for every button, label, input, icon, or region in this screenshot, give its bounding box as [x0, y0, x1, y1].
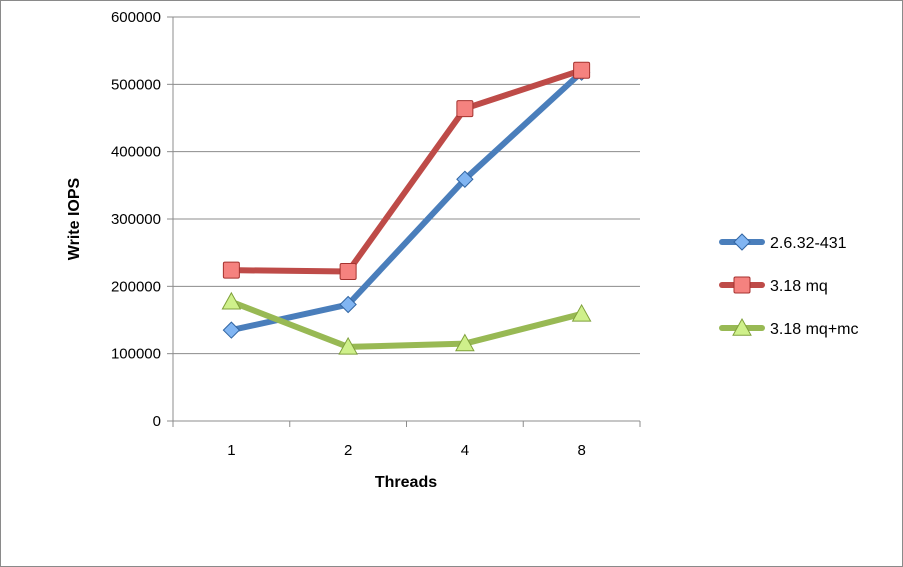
data-point [456, 170, 474, 188]
y-tick-label: 500000 [111, 76, 161, 93]
data-point [221, 291, 242, 310]
series-line [228, 69, 585, 334]
x-tick-label: 2 [344, 442, 352, 459]
y-tick-label: 100000 [111, 346, 161, 363]
legend-marker [733, 233, 751, 251]
x-tick-label: 4 [461, 442, 469, 459]
data-point [571, 303, 592, 322]
data-point [338, 336, 358, 355]
y-tick-label: 300000 [111, 211, 161, 228]
gridlines [167, 16, 640, 422]
x-tick-labels: 1 2 4 8 [227, 442, 586, 459]
series-0 [222, 63, 591, 339]
legend-label: 3.18 mq+mc [770, 321, 858, 338]
y-tick-label: 0 [153, 413, 161, 430]
series-2 [221, 291, 592, 355]
legend-marker [732, 317, 752, 336]
data-point [456, 100, 474, 118]
data-point [455, 333, 475, 352]
y-tick-label: 600000 [111, 9, 161, 26]
legend-label: 2.6.32-431 [770, 235, 847, 252]
series-line [228, 298, 585, 350]
y-tick-labels: 0 100000 200000 300000 400000 500000 600000 [111, 9, 161, 430]
legend-label: 3.18 mq [770, 278, 828, 295]
legend: 2.6.32-431 3.18 mq 3.18 mq+mc [719, 233, 858, 338]
x-tick-label: 1 [227, 442, 235, 459]
y-tick-label: 400000 [111, 144, 161, 161]
data-point [222, 321, 241, 339]
data-point [339, 263, 357, 281]
legend-entry: 3.18 mq+mc [719, 317, 858, 338]
series-lines [221, 61, 592, 355]
data-point [339, 295, 357, 314]
series-1 [222, 61, 591, 281]
y-tick-label: 200000 [111, 278, 161, 295]
legend-entry: 3.18 mq [719, 276, 828, 295]
series-line [228, 67, 585, 275]
x-axis-title: Threads [375, 474, 437, 491]
data-point [222, 261, 240, 279]
y-axis-title: Write IOPS [66, 177, 83, 260]
legend-entry: 2.6.32-431 [719, 233, 847, 252]
x-tick-label: 8 [577, 442, 585, 459]
axes [172, 17, 641, 427]
data-point [573, 61, 591, 79]
legend-marker [733, 276, 751, 294]
